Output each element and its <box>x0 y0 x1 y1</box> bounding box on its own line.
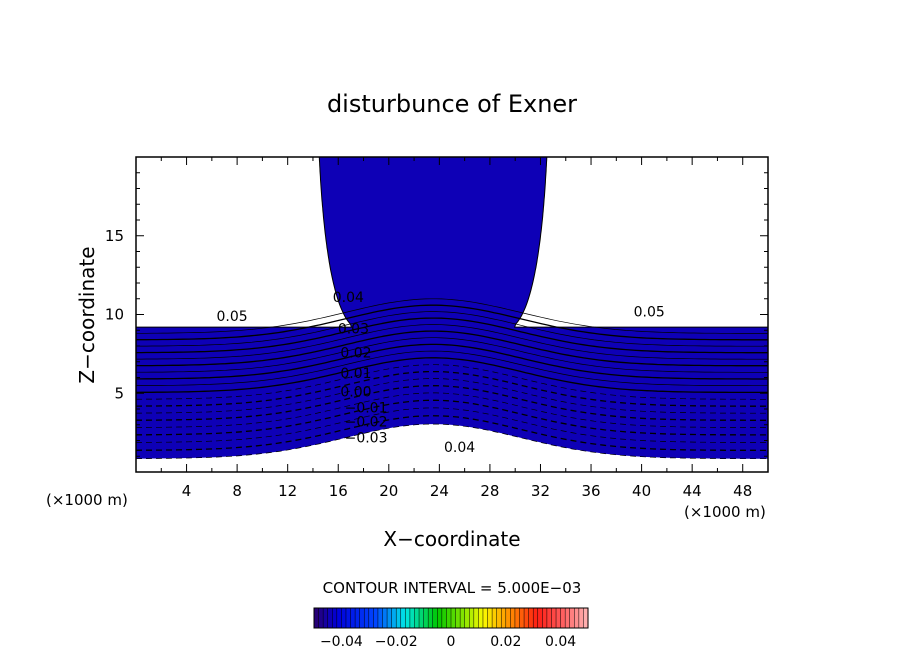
chart-title: disturbunce of Exner <box>327 90 577 118</box>
x-tick-label: 4 <box>182 482 192 500</box>
x-tick-label: 24 <box>430 482 449 500</box>
colorbar-tick-labels: −0.04 −0.02 0 0.02 0.04 <box>320 634 576 650</box>
contour-label: 0.04 <box>444 440 475 456</box>
x-axis-ticks: 4 8 12 16 20 24 28 32 36 40 44 48 <box>160 157 752 500</box>
x-axis-unit-right: (×1000 m) <box>684 503 766 521</box>
contour-label: 0.05 <box>216 309 247 325</box>
y-axis-ticks: 5 10 15 <box>105 172 768 457</box>
y-tick-label: 10 <box>105 306 124 324</box>
colorbar-tick-label: −0.04 <box>320 634 363 650</box>
x-tick-label: 44 <box>683 482 702 500</box>
colorbar-tick-label: 0 <box>447 634 456 650</box>
x-axis-label: X−coordinate <box>383 527 520 551</box>
y-tick-label: 5 <box>114 384 124 402</box>
colorbar-tick-label: 0.02 <box>490 634 521 650</box>
x-tick-label: 32 <box>531 482 550 500</box>
colorbar <box>313 607 589 629</box>
x-tick-label: 12 <box>278 482 297 500</box>
x-tick-label: 28 <box>480 482 499 500</box>
contour-label: 0.02 <box>340 345 371 361</box>
contour-label: −0.01 <box>345 400 388 416</box>
contour-label: 0.03 <box>338 322 369 338</box>
contour-label: 0.01 <box>340 366 371 382</box>
colorbar-tick-label: −0.02 <box>375 634 418 650</box>
x-tick-label: 36 <box>581 482 600 500</box>
x-tick-label: 20 <box>379 482 398 500</box>
colorbar-tick-label: 0.04 <box>545 634 576 650</box>
x-tick-label: 16 <box>329 482 348 500</box>
contour-interval-text: CONTOUR INTERVAL = 5.000E−03 <box>323 579 582 597</box>
y-axis-label: Z−coordinate <box>75 246 99 383</box>
x-tick-label: 8 <box>232 482 242 500</box>
contour-field <box>136 157 768 472</box>
contour-label: 0.04 <box>333 290 364 306</box>
y-tick-label: 15 <box>105 227 124 245</box>
contour-label: −0.02 <box>345 415 388 431</box>
contour-labels: 0.05 0.04 0.03 0.02 0.01 0.00−0.01−0.02−0.03 0… <box>216 290 664 456</box>
x-axis-unit-left: (×1000 m) <box>46 491 128 509</box>
contour-label: −0.03 <box>345 430 388 446</box>
x-tick-label: 40 <box>632 482 651 500</box>
x-tick-label: 48 <box>733 482 752 500</box>
contour-label: 0.05 <box>634 304 665 320</box>
contour-label: 0.00 <box>340 385 371 401</box>
